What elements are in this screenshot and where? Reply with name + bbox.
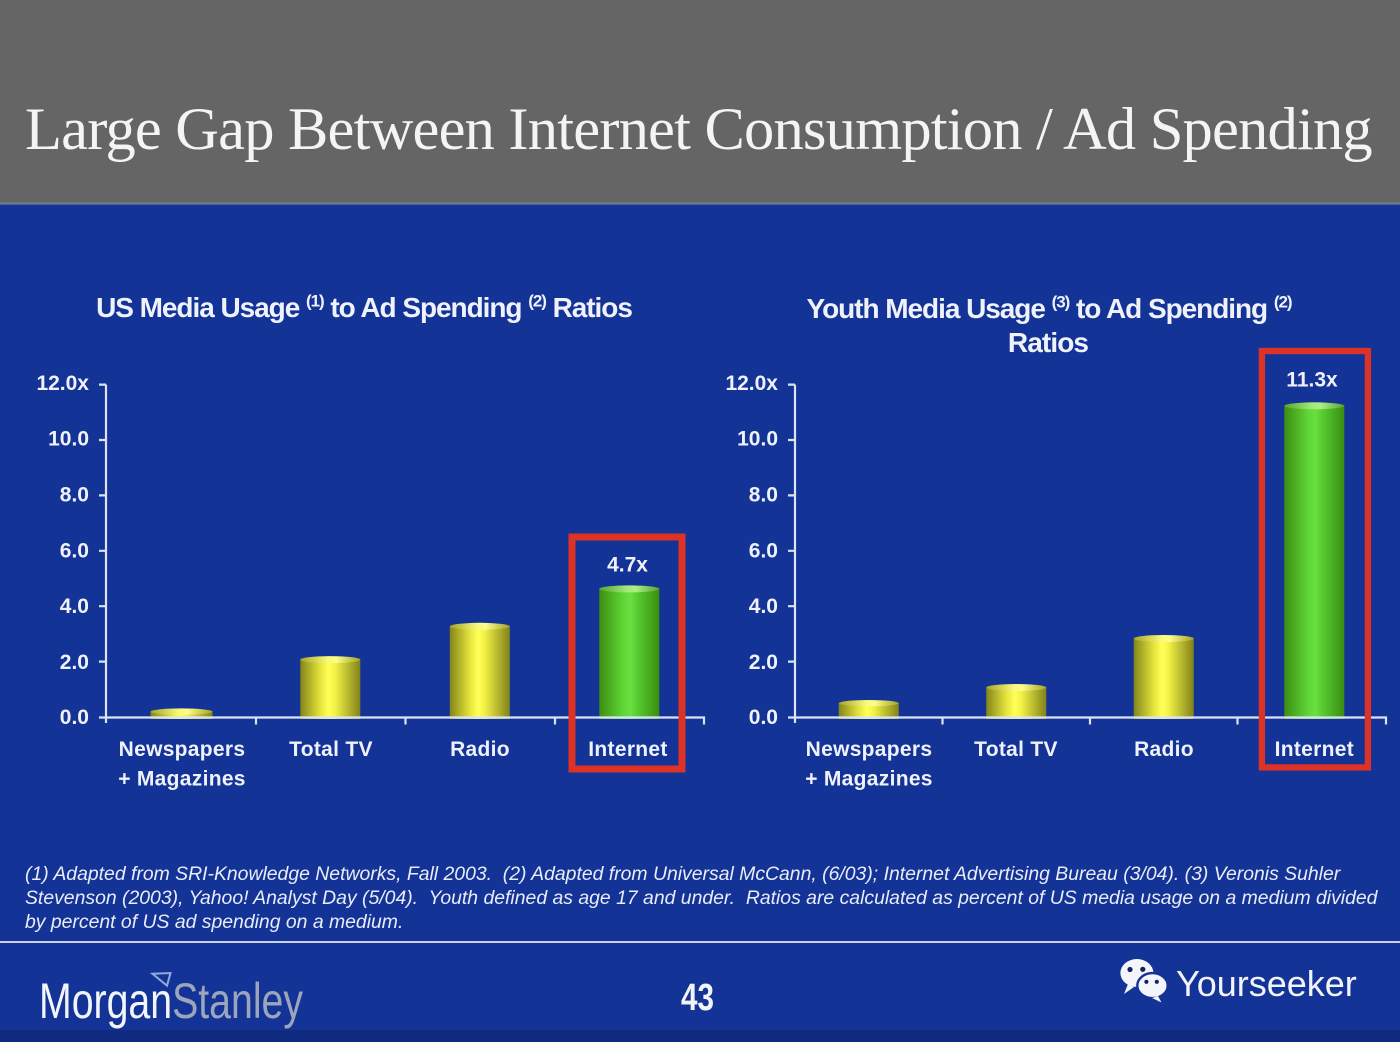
- svg-text:11.3x: 11.3x: [1286, 369, 1338, 392]
- svg-text:4.7x: 4.7x: [607, 554, 648, 577]
- svg-text:Newspapers: Newspapers: [806, 738, 933, 761]
- svg-text:4.0: 4.0: [60, 595, 89, 618]
- svg-text:Newspapers: Newspapers: [119, 738, 246, 761]
- svg-text:12.0x: 12.0x: [725, 372, 778, 395]
- svg-text:0.0: 0.0: [60, 706, 89, 729]
- svg-text:6.0: 6.0: [749, 539, 778, 562]
- svg-text:2.0: 2.0: [749, 651, 778, 674]
- svg-text:10.0: 10.0: [48, 428, 89, 451]
- svg-text:Radio: Radio: [1134, 738, 1194, 761]
- svg-text:+ Magazines: + Magazines: [118, 768, 246, 791]
- svg-text:10.0: 10.0: [737, 428, 778, 451]
- svg-text:12.0x: 12.0x: [36, 372, 89, 395]
- svg-text:2.0: 2.0: [60, 651, 89, 674]
- svg-text:+ Magazines: + Magazines: [805, 768, 933, 791]
- svg-text:Ratios: Ratios: [1008, 327, 1089, 358]
- svg-text:8.0: 8.0: [749, 484, 778, 507]
- svg-text:6.0: 6.0: [60, 539, 89, 562]
- svg-text:4.0: 4.0: [749, 595, 778, 618]
- svg-text:Radio: Radio: [450, 738, 510, 761]
- svg-text:Internet: Internet: [588, 738, 667, 761]
- svg-text:Total TV: Total TV: [974, 738, 1058, 761]
- svg-text:0.0: 0.0: [749, 706, 778, 729]
- svg-text:Youth Media Usage (3) to Ad Sp: Youth Media Usage (3) to Ad Spending (2): [807, 293, 1292, 325]
- svg-text:Internet: Internet: [1275, 738, 1354, 761]
- svg-text:US Media Usage (1) to Ad Spend: US Media Usage (1) to Ad Spending (2) Ra…: [96, 292, 632, 324]
- svg-text:8.0: 8.0: [60, 484, 89, 507]
- svg-text:Total TV: Total TV: [289, 738, 373, 761]
